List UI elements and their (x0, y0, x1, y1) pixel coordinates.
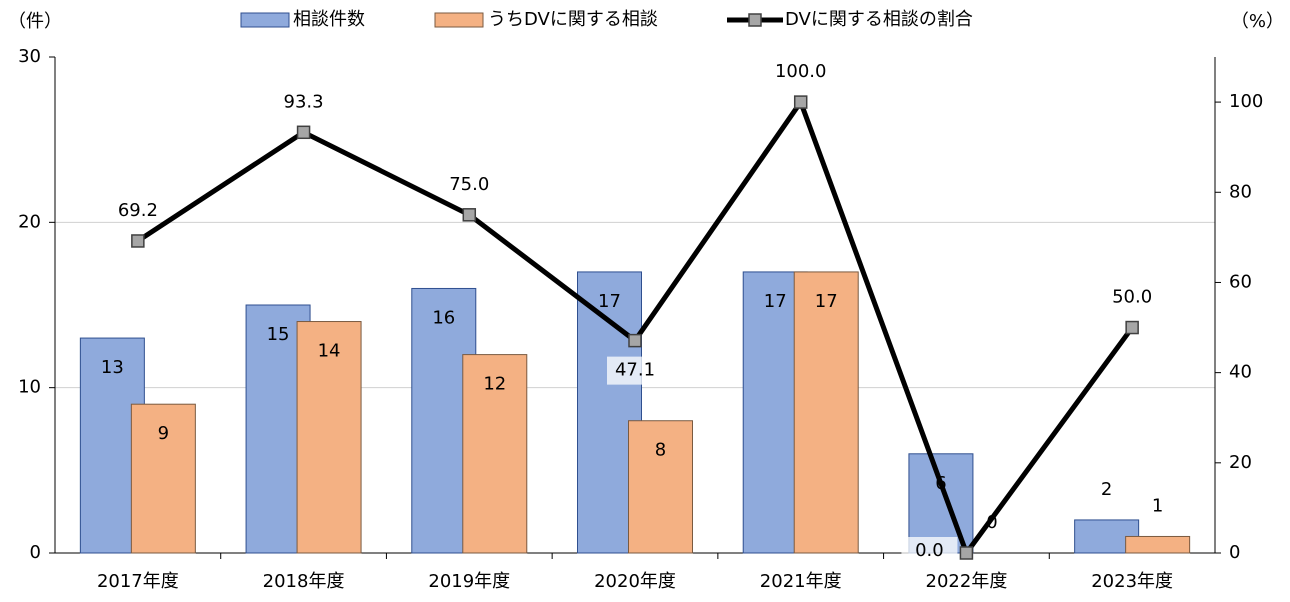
line-label: 100.0 (775, 61, 827, 82)
x-tick-label: 2020年度 (594, 571, 676, 592)
x-tick-label: 2021年度 (760, 571, 842, 592)
x-tick-label: 2018年度 (263, 571, 345, 592)
legend-swatch (240, 12, 290, 28)
y-tick-label: 10 (18, 377, 41, 398)
label-bg (607, 356, 663, 385)
bar (1125, 535, 1191, 554)
line-marker (793, 95, 808, 109)
y-tick-label: 0 (30, 542, 41, 563)
label-bg (901, 537, 958, 565)
bar-label: 14 (318, 341, 341, 362)
y2-tick-label: 40 (1229, 362, 1252, 383)
legend-swatch (434, 12, 484, 28)
legend-label: DVに関する相談の割合 (785, 9, 973, 30)
bar-label: 9 (158, 423, 169, 444)
bar (130, 403, 196, 554)
line-label: 50.0 (1112, 287, 1152, 308)
y2-tick-label: 20 (1229, 452, 1252, 473)
line-label: 69.2 (118, 200, 158, 221)
bar-label: 13 (101, 357, 124, 378)
bar-label: 17 (598, 291, 621, 312)
y-axis-label: （件） (8, 11, 62, 32)
line-label: 75.0 (449, 174, 489, 195)
line-marker (131, 234, 145, 248)
y-tick-label: 20 (18, 211, 41, 232)
legend-marker (748, 13, 762, 27)
line-marker (628, 333, 642, 348)
bar-label: 16 (432, 307, 455, 328)
line-marker (959, 546, 974, 560)
bar-label: 15 (267, 324, 290, 345)
x-tick-label: 2022年度 (926, 571, 1008, 592)
line-label: 47.1 (615, 360, 655, 381)
y2-axis-label: （%） (1231, 11, 1284, 32)
y-tick-label: 30 (18, 46, 41, 67)
y2-tick-label: 0 (1229, 542, 1240, 563)
line-marker (1125, 320, 1139, 335)
bar (628, 420, 693, 554)
x-tick-label: 2017年度 (97, 571, 179, 592)
line-label: 0.0 (915, 540, 944, 561)
y2-tick-label: 80 (1229, 181, 1252, 202)
legend-label: 相談件数 (293, 9, 365, 30)
bar-label: 17 (815, 291, 838, 312)
bar-label: 2 (1101, 479, 1112, 500)
y2-tick-label: 60 (1229, 271, 1252, 292)
line-marker (462, 208, 477, 222)
legend-label: うちDVに関する相談 (488, 9, 658, 30)
bar (462, 354, 528, 554)
bar-label: 17 (764, 291, 787, 312)
bar-label: 8 (655, 440, 666, 461)
line-label: 93.3 (284, 91, 324, 112)
y2-tick-label: 100 (1229, 91, 1263, 112)
bar-label: 1 (1152, 495, 1163, 516)
x-tick-label: 2019年度 (428, 571, 510, 592)
line-marker (296, 125, 311, 140)
x-tick-label: 2023年度 (1091, 571, 1173, 592)
bar (793, 271, 859, 554)
bar-label: 12 (483, 374, 506, 395)
bar (296, 321, 362, 554)
